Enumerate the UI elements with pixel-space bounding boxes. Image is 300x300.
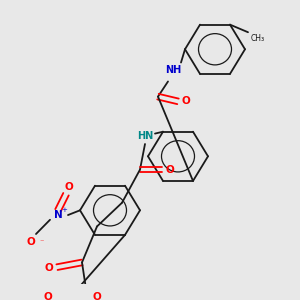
Text: N: N	[54, 210, 62, 220]
Text: O: O	[27, 237, 35, 247]
Text: O: O	[64, 182, 74, 192]
Text: O: O	[44, 292, 52, 300]
Text: HN: HN	[137, 131, 153, 141]
Text: NH: NH	[165, 65, 181, 75]
Text: +: +	[61, 207, 67, 213]
Text: O: O	[182, 96, 190, 106]
Text: O: O	[45, 263, 53, 273]
Text: CH₃: CH₃	[251, 34, 265, 43]
Text: O: O	[166, 165, 174, 175]
Text: O: O	[93, 292, 101, 300]
Text: ⁻: ⁻	[39, 237, 43, 246]
